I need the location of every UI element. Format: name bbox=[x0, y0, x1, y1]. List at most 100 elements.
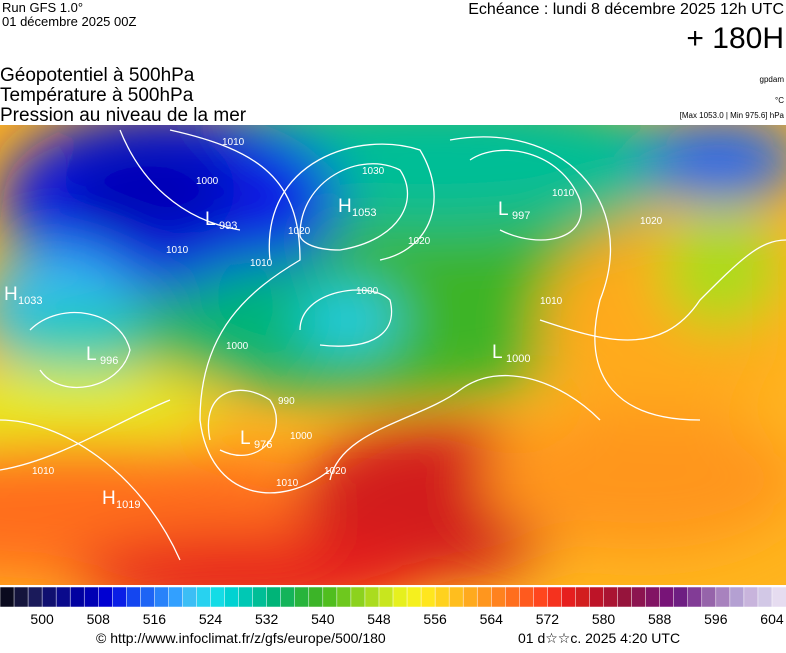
colorbar-swatch bbox=[392, 586, 408, 608]
colorbar-swatch bbox=[13, 586, 29, 608]
colorbar-swatch bbox=[378, 586, 394, 608]
valid-time: Echéance : lundi 8 décembre 2025 12h UTC bbox=[468, 1, 784, 18]
system-pressure: 997 bbox=[512, 210, 530, 222]
system-letter: H bbox=[4, 284, 18, 305]
system-letter: L bbox=[205, 209, 216, 230]
system-letter: L bbox=[492, 342, 503, 363]
colorbar-swatch bbox=[448, 586, 464, 608]
isobar-label: 1010 bbox=[540, 296, 563, 307]
colorbar-swatch bbox=[364, 586, 380, 608]
system-pressure: 1000 bbox=[506, 353, 530, 365]
system-letter: L bbox=[240, 428, 251, 449]
system-letter: H bbox=[338, 196, 352, 217]
colorbar-swatch bbox=[434, 586, 450, 608]
colorbar-tick-label: 580 bbox=[592, 611, 616, 627]
isobar-label: 1010 bbox=[276, 478, 299, 489]
system-pressure: 993 bbox=[219, 220, 237, 232]
colorbar-swatch bbox=[322, 586, 338, 608]
colorbar-swatch bbox=[519, 586, 534, 608]
isobar-label: 1010 bbox=[250, 258, 273, 269]
isobar-label: 1020 bbox=[408, 236, 431, 247]
colorbar-tick-label: 548 bbox=[367, 611, 391, 627]
colorbar-swatch bbox=[154, 586, 169, 608]
colorbar-swatch bbox=[126, 586, 141, 608]
map-field bbox=[0, 125, 786, 585]
colorbar-swatch bbox=[659, 586, 675, 608]
credit: © http://www.infoclimat.fr/z/gfs/europe/… bbox=[96, 630, 386, 646]
colorbar-swatch bbox=[617, 586, 633, 608]
system-pressure: 1019 bbox=[116, 499, 140, 511]
colorbar-swatch bbox=[575, 586, 591, 608]
system-pressure: 1053 bbox=[352, 207, 376, 219]
unit-temperature: °C bbox=[775, 96, 784, 105]
colorbar-swatch bbox=[252, 586, 268, 608]
isobar-label: 1020 bbox=[640, 216, 663, 227]
colorbar-swatch bbox=[603, 586, 619, 608]
colorbar-swatch bbox=[0, 586, 15, 608]
colorbar-swatch bbox=[420, 586, 436, 608]
system-pressure: 976 bbox=[254, 439, 272, 451]
isobar-label: 1000 bbox=[290, 431, 313, 442]
run-label: Run GFS 1.0° bbox=[2, 0, 83, 15]
title-2: Température à 500hPa bbox=[0, 85, 194, 106]
isobar-label: 1010 bbox=[166, 245, 189, 256]
colorbar-tick-label: 524 bbox=[199, 611, 223, 627]
colorbar-swatch bbox=[224, 586, 240, 608]
colorbar-tick-label: 596 bbox=[704, 611, 728, 627]
colorbar-tick-label: 516 bbox=[143, 611, 167, 627]
colorbar-swatch bbox=[533, 586, 548, 608]
colorbar-tick-label: 572 bbox=[536, 611, 560, 627]
colorbar-swatch bbox=[112, 586, 127, 608]
colorbar-swatch bbox=[98, 586, 113, 608]
system-letter: L bbox=[498, 199, 509, 220]
colorbar-swatch bbox=[491, 586, 506, 608]
colorbar-swatch bbox=[673, 586, 689, 608]
title-3: Pression au niveau de la mer bbox=[0, 105, 247, 126]
system-pressure: 1033 bbox=[18, 295, 42, 307]
colorbar-swatch bbox=[631, 586, 647, 608]
colorbar-swatch bbox=[757, 586, 773, 608]
colorbar-swatch bbox=[729, 586, 745, 608]
colorbar-swatch bbox=[701, 586, 717, 608]
colorbar-tick-label: 532 bbox=[255, 611, 279, 627]
colorbar-tick-label: 604 bbox=[760, 611, 784, 627]
isobars bbox=[0, 129, 786, 561]
colorbar-swatch bbox=[687, 586, 703, 608]
isobar-label: 1010 bbox=[552, 188, 575, 199]
system-pressure: 996 bbox=[100, 355, 118, 367]
colorbar-swatch bbox=[196, 586, 212, 608]
colorbar-tick-label: 540 bbox=[311, 611, 335, 627]
colorbar-swatch bbox=[547, 586, 562, 608]
colorbar-tick-label: 588 bbox=[648, 611, 672, 627]
isobar-label: 1000 bbox=[196, 176, 219, 187]
colorbar-swatch bbox=[140, 586, 155, 608]
colorbar-tick-label: 556 bbox=[423, 611, 447, 627]
colorbar-swatch bbox=[182, 586, 198, 608]
run-date: 01 décembre 2025 00Z bbox=[2, 14, 136, 29]
colorbar-swatch bbox=[589, 586, 605, 608]
system-letter: H bbox=[102, 488, 116, 509]
isobar-label: 1010 bbox=[222, 137, 245, 148]
colorbar-swatch bbox=[505, 586, 520, 608]
colorbar-swatch bbox=[83, 586, 99, 608]
isobar-label: 1020 bbox=[324, 466, 347, 477]
colorbar-swatch bbox=[69, 586, 85, 608]
colorbar-swatch bbox=[210, 586, 226, 608]
title-1: Géopotentiel à 500hPa bbox=[0, 65, 195, 86]
colorbar-tick-label: 508 bbox=[87, 611, 111, 627]
colorbar-swatch bbox=[266, 586, 282, 608]
colorbar-swatch bbox=[771, 586, 786, 608]
colorbar-swatch bbox=[41, 586, 57, 608]
colorbar-tick-label: 564 bbox=[480, 611, 504, 627]
system-letter: L bbox=[86, 344, 97, 365]
colorbar-swatch bbox=[645, 586, 661, 608]
isobar-label: 1010 bbox=[32, 466, 55, 477]
colorbar-tick-label: 500 bbox=[30, 611, 54, 627]
isobar-label: 1000 bbox=[226, 341, 249, 352]
colorbar-swatch bbox=[168, 586, 184, 608]
colorbar-swatch bbox=[715, 586, 731, 608]
colorbar-swatch bbox=[308, 586, 324, 608]
colorbar-swatch bbox=[743, 586, 759, 608]
